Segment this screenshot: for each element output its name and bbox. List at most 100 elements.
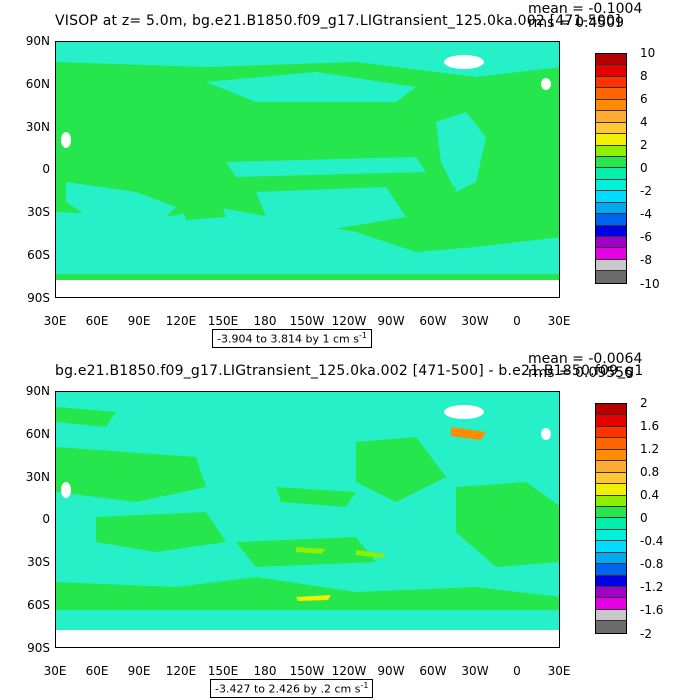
- colorbar-swatch: [596, 168, 626, 180]
- colorbar-swatch: [596, 472, 626, 485]
- lon-label: 150W: [289, 664, 325, 678]
- rms-value: rms = 0.4509: [528, 15, 625, 31]
- colorbar-swatch: [596, 518, 626, 530]
- colorbar-swatch: [596, 65, 626, 77]
- range-exponent: -1: [358, 331, 367, 340]
- colorbar-swatch: [596, 587, 626, 599]
- colorbar-label: -0.4: [640, 534, 664, 548]
- colorbar-swatch: [596, 552, 626, 565]
- colorbar-swatch: [596, 145, 626, 157]
- colorbar-label: 6: [640, 92, 648, 106]
- lon-label: 90W: [377, 314, 405, 328]
- colorbar-label: 2: [640, 396, 648, 410]
- lon-label: 30E: [547, 664, 571, 678]
- colorbar-swatch: [596, 271, 626, 283]
- colorbar-swatch: [596, 541, 626, 553]
- lon-label: 120W: [331, 314, 367, 328]
- colorbar-label: 0.4: [640, 488, 660, 502]
- colorbar-swatch: [596, 202, 626, 215]
- plot-title: bg.e21.B1850.f09_g17.LIGtransient_125.0k…: [55, 363, 644, 379]
- colorbar-label: 1.6: [640, 419, 660, 433]
- colorbar-swatch: [596, 426, 626, 439]
- lon-label: 60E: [85, 314, 109, 328]
- lon-label: 0: [513, 664, 521, 678]
- colorbar-swatch: [596, 449, 626, 462]
- lat-label: 30S: [27, 205, 50, 219]
- colorbar-swatch: [596, 484, 626, 496]
- lon-label: 150E: [207, 314, 239, 328]
- map-field: [56, 392, 559, 647]
- colorbar-label: 10: [640, 46, 656, 60]
- colorbar-swatch: [596, 415, 626, 427]
- colorbar-swatch: [596, 461, 626, 473]
- colorbar: [595, 53, 627, 284]
- colorbar-label: -4: [640, 207, 652, 221]
- lat-label: 0: [42, 512, 50, 526]
- lon-label: 120E: [165, 664, 197, 678]
- lat-label: 0: [42, 162, 50, 176]
- colorbar-label: -2: [640, 627, 652, 641]
- lon-label: 60W: [419, 314, 447, 328]
- range-exponent: -1: [360, 681, 369, 690]
- colorbar-swatch: [596, 88, 626, 100]
- range-text: -3.904 to 3.814 by 1 cm s: [217, 332, 359, 346]
- colorbar-label: 2: [640, 138, 648, 152]
- colorbar-label: -10: [640, 277, 660, 291]
- range-box: -3.427 to 2.426 by .2 cm s-1: [210, 679, 374, 698]
- colorbar-swatch: [596, 598, 626, 610]
- colorbar-swatch: [596, 621, 626, 633]
- mean-value: mean = -0.1004: [528, 1, 643, 17]
- colorbar-swatch: [596, 438, 626, 450]
- colorbar-swatch: [596, 99, 626, 112]
- lon-label: 0: [513, 314, 521, 328]
- colorbar-label: 4: [640, 115, 648, 129]
- lon-label: 90E: [127, 664, 151, 678]
- colorbar-swatch: [596, 76, 626, 89]
- lon-label: 90E: [127, 314, 151, 328]
- colorbar-swatch: [596, 248, 626, 260]
- colorbar-label: 8: [640, 69, 648, 83]
- colorbar-swatch: [596, 134, 626, 146]
- lon-label: 150E: [207, 664, 239, 678]
- colorbar-swatch: [596, 404, 626, 416]
- lon-label: 30E: [43, 664, 67, 678]
- lon-label: 120W: [331, 664, 367, 678]
- colorbar-label: -6: [640, 230, 652, 244]
- colorbar-swatch: [596, 259, 626, 272]
- panel-bottom: bg.e21.B1850.f09_g17.LIGtransient_125.0k…: [0, 350, 700, 700]
- colorbar-swatch: [596, 609, 626, 622]
- colorbar-swatch: [596, 191, 626, 203]
- lat-label: 60S: [27, 248, 50, 262]
- lon-label: 90W: [377, 664, 405, 678]
- colorbar-swatch: [596, 529, 626, 542]
- colorbar-swatch: [596, 122, 626, 135]
- colorbar-label: -1.2: [640, 580, 664, 594]
- colorbar-swatch: [596, 54, 626, 66]
- map-area: [55, 391, 560, 648]
- lat-label: 90S: [27, 641, 50, 655]
- colorbar-label: 0: [640, 161, 648, 175]
- colorbar-swatch: [596, 506, 626, 519]
- colorbar-label: 0.8: [640, 465, 660, 479]
- lat-label: 30S: [27, 555, 50, 569]
- lon-label: 150W: [289, 314, 325, 328]
- colorbar-label: -2: [640, 184, 652, 198]
- map-area: [55, 41, 560, 298]
- colorbar-label: -0.8: [640, 557, 664, 571]
- lat-label: 60N: [25, 77, 50, 91]
- lon-label: 30E: [547, 314, 571, 328]
- colorbar-label: 0: [640, 511, 648, 525]
- lon-label: 60E: [85, 664, 109, 678]
- colorbar-swatch: [596, 237, 626, 249]
- lon-label: 30W: [461, 314, 489, 328]
- colorbar-swatch: [596, 156, 626, 169]
- colorbar-swatch: [596, 564, 626, 576]
- lon-label: 120E: [165, 314, 197, 328]
- lat-label: 90N: [25, 34, 50, 48]
- colorbar-swatch: [596, 179, 626, 192]
- range-text: -3.427 to 2.426 by .2 cm s: [215, 682, 361, 696]
- panel-top: VISOP at z= 5.0m, bg.e21.B1850.f09_g17.L…: [25, 1, 660, 348]
- colorbar-label: -8: [640, 253, 652, 267]
- colorbar-swatch: [596, 214, 626, 226]
- colorbar: [595, 403, 627, 634]
